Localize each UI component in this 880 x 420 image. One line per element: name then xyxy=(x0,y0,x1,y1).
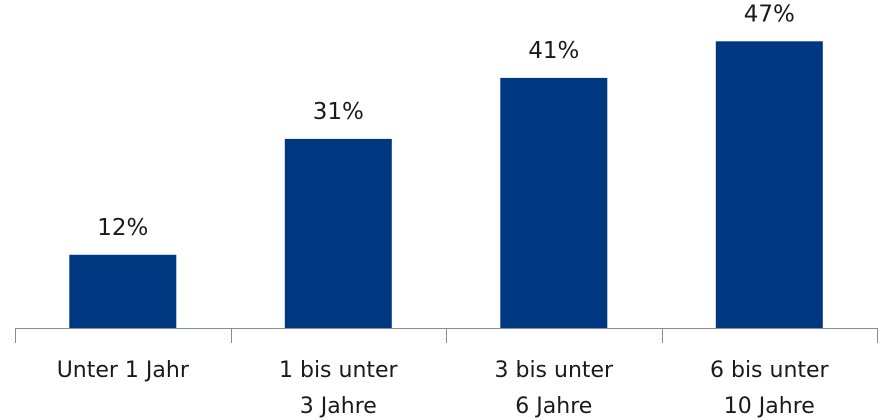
x-tick-label-line: Unter 1 Jahr xyxy=(57,358,190,383)
x-tick-label: 6 bis unter 10 Jahre xyxy=(710,358,830,419)
bar xyxy=(284,138,392,328)
bar xyxy=(500,77,608,329)
x-tick-label-line: 3 Jahre xyxy=(300,394,377,419)
bar-value-label: 31% xyxy=(313,99,364,125)
x-tick-label-line: 1 bis unter xyxy=(279,358,399,383)
x-tick-label-line: 6 bis unter xyxy=(710,358,830,383)
x-tick-label: 1 bis unter 3 Jahre xyxy=(279,358,399,419)
bars-group xyxy=(69,41,823,329)
x-tick-label: 3 bis unter 6 Jahre xyxy=(494,358,614,419)
bar xyxy=(69,254,177,328)
x-axis xyxy=(15,328,878,343)
bar xyxy=(715,41,823,329)
x-tick-labels-group: Unter 1 Jahr 1 bis unter 3 Jahre 3 bis unte… xyxy=(57,358,830,419)
x-tick-label-line: 10 Jahre xyxy=(724,394,815,419)
x-tick-label-line: 3 bis unter xyxy=(494,358,614,383)
x-tick-label: Unter 1 Jahr xyxy=(57,358,190,383)
value-labels-group: 12% 31% 41% 47% xyxy=(97,1,795,241)
bar-value-label: 47% xyxy=(744,1,795,27)
x-tick-label-line: 6 Jahre xyxy=(515,394,592,419)
bar-value-label: 12% xyxy=(97,215,148,241)
bar-value-label: 41% xyxy=(528,38,579,64)
